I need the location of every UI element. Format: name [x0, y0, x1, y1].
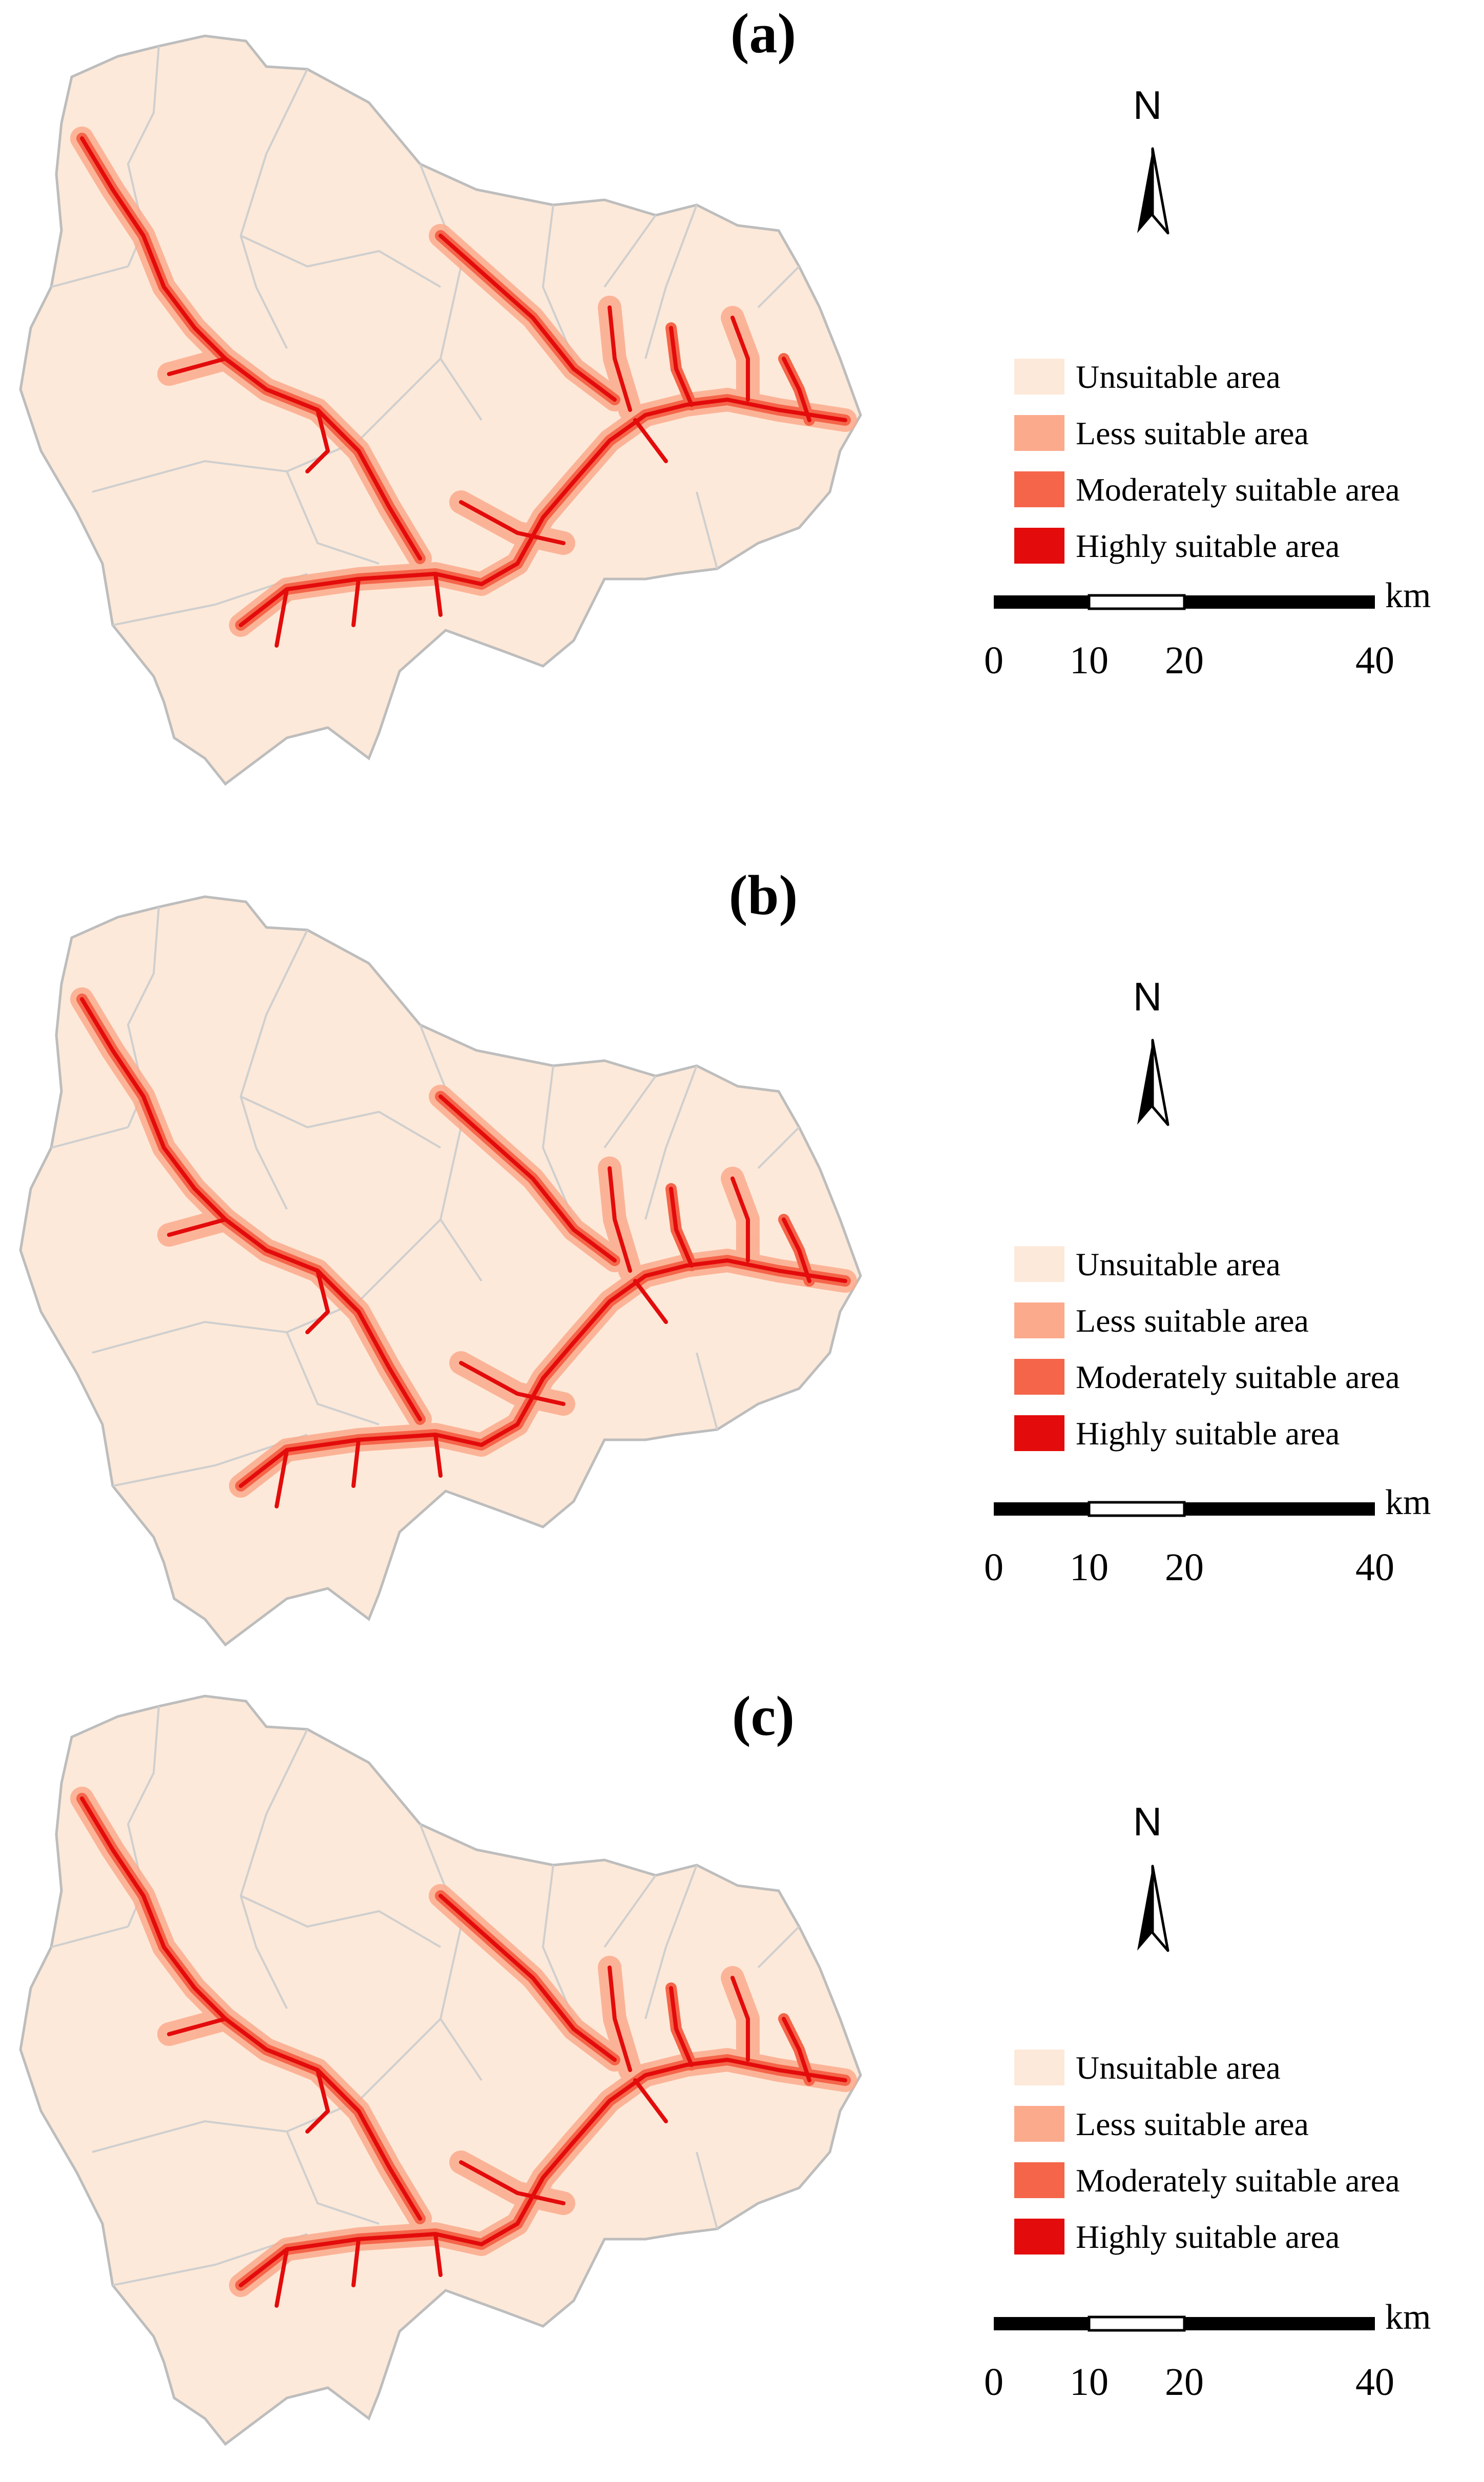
scale-tick-label: 40: [1355, 639, 1394, 682]
north-arrow-c: N: [1133, 1799, 1168, 1951]
legend-swatch-less-suitable: [1014, 415, 1064, 451]
scale-bar-b: km 0 10 20 40: [984, 1483, 1431, 1589]
scale-bar-a: km 0 10 20 40: [984, 576, 1431, 682]
legend-label-highly-suitable: Highly suitable area: [1076, 528, 1340, 564]
legend-swatch-moderately-suitable: [1014, 2162, 1064, 2198]
legend-swatch-less-suitable: [1014, 1302, 1064, 1338]
north-arrow-icon: [1137, 149, 1168, 233]
map-panel-b: (b): [20, 864, 861, 1645]
north-arrow-icon: [1137, 1866, 1168, 1951]
panel-label-b: (b): [729, 864, 798, 926]
scale-tick-label: 20: [1165, 1546, 1204, 1589]
north-label: N: [1133, 1799, 1162, 1844]
legend-label-unsuitable: Unsuitable area: [1076, 359, 1281, 395]
map-panel-a: (a): [20, 2, 861, 784]
north-arrow-b: N: [1133, 974, 1168, 1125]
north-label: N: [1133, 82, 1162, 128]
scale-tick-label: 0: [984, 2361, 1004, 2404]
scale-unit: km: [1385, 2298, 1431, 2337]
north-arrow-icon: [1137, 1040, 1168, 1125]
legend-label-moderately-suitable: Moderately suitable area: [1076, 2162, 1400, 2199]
legend-swatch-highly-suitable: [1014, 528, 1064, 564]
scale-tick-label: 10: [1070, 639, 1109, 682]
scale-bar-c: km 0 10 20 40: [984, 2298, 1431, 2404]
legend-a: Unsuitable area Less suitable area Moder…: [1014, 359, 1400, 564]
legend-label-unsuitable: Unsuitable area: [1076, 2050, 1281, 2086]
north-arrow-a: N: [1133, 82, 1168, 233]
scale-unit: km: [1385, 1483, 1431, 1522]
legend-c: Unsuitable area Less suitable area Moder…: [1014, 2050, 1400, 2255]
scale-tick-label: 20: [1165, 639, 1204, 682]
legend-swatch-moderately-suitable: [1014, 471, 1064, 507]
legend-swatch-highly-suitable: [1014, 1415, 1064, 1451]
scale-tick-label: 40: [1355, 2361, 1394, 2404]
north-label: N: [1133, 974, 1162, 1019]
map-panel-c: (c): [20, 1685, 861, 2444]
legend-swatch-unsuitable: [1014, 359, 1064, 395]
legend-swatch-highly-suitable: [1014, 2219, 1064, 2255]
legend-label-highly-suitable: Highly suitable area: [1076, 2219, 1340, 2255]
scale-tick-label: 40: [1355, 1546, 1394, 1589]
scale-tick-label: 0: [984, 1546, 1004, 1589]
legend-label-unsuitable: Unsuitable area: [1076, 1246, 1281, 1283]
legend-label-highly-suitable: Highly suitable area: [1076, 1415, 1340, 1452]
panel-label-c: (c): [732, 1685, 795, 1747]
legend-swatch-unsuitable: [1014, 1246, 1064, 1282]
legend-b: Unsuitable area Less suitable area Moder…: [1014, 1246, 1400, 1452]
legend-label-less-suitable: Less suitable area: [1076, 2106, 1309, 2142]
scale-unit: km: [1385, 576, 1431, 615]
scale-tick-label: 20: [1165, 2361, 1204, 2404]
scale-tick-label: 0: [984, 639, 1004, 682]
legend-swatch-moderately-suitable: [1014, 1359, 1064, 1395]
legend-label-moderately-suitable: Moderately suitable area: [1076, 471, 1400, 508]
legend-label-less-suitable: Less suitable area: [1076, 1302, 1309, 1339]
scale-tick-label: 10: [1070, 2361, 1109, 2404]
legend-label-less-suitable: Less suitable area: [1076, 415, 1309, 451]
legend-swatch-unsuitable: [1014, 2050, 1064, 2085]
legend-swatch-less-suitable: [1014, 2106, 1064, 2142]
scale-tick-label: 10: [1070, 1546, 1109, 1589]
panel-label-a: (a): [730, 2, 796, 65]
legend-label-moderately-suitable: Moderately suitable area: [1076, 1359, 1400, 1395]
